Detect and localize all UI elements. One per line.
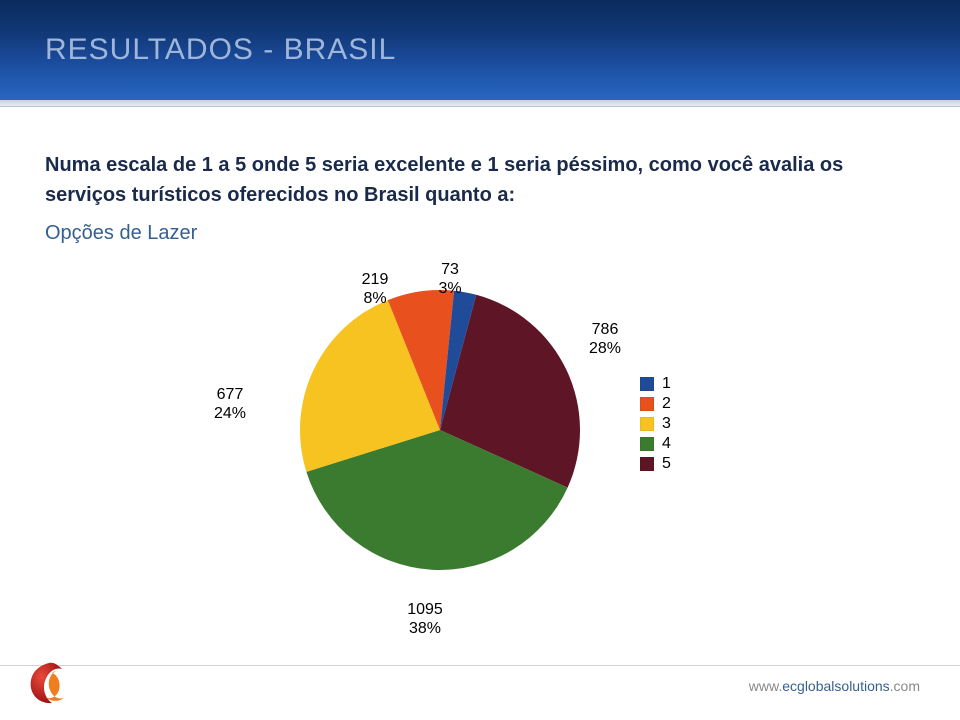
legend-label: 4 xyxy=(662,435,671,453)
legend-label: 5 xyxy=(662,455,671,473)
pie-label-5: 733% xyxy=(420,260,480,298)
legend-item-4: 4 xyxy=(640,435,671,453)
footer-prefix: www. xyxy=(749,678,782,694)
legend-label: 2 xyxy=(662,395,671,413)
pie-chart xyxy=(290,280,590,580)
legend-item-1: 1 xyxy=(640,375,671,393)
legend-item-5: 5 xyxy=(640,455,671,473)
footer-divider xyxy=(0,665,960,666)
legend-swatch xyxy=(640,437,654,451)
footer-domain: ecglobalsolutions xyxy=(782,678,889,694)
legend-label: 3 xyxy=(662,415,671,433)
pie-label-2: 109538% xyxy=(395,600,455,638)
pie-label-4: 2198% xyxy=(345,270,405,308)
legend-swatch xyxy=(640,457,654,471)
legend-label: 1 xyxy=(662,375,671,393)
pie-label-3: 67724% xyxy=(200,385,260,423)
legend-item-3: 3 xyxy=(640,415,671,433)
header-underline xyxy=(0,100,960,107)
footer-url: www.ecglobalsolutions.com xyxy=(749,678,920,694)
legend: 1 2 3 4 5 xyxy=(640,375,671,475)
legend-swatch xyxy=(640,397,654,411)
question-text: Numa escala de 1 a 5 onde 5 seria excele… xyxy=(45,150,875,210)
footer-suffix: .com xyxy=(890,678,920,694)
legend-item-2: 2 xyxy=(640,395,671,413)
header-band: RESULTADOS - BRASIL xyxy=(0,0,960,100)
legend-swatch xyxy=(640,417,654,431)
brand-logo-icon xyxy=(26,660,72,706)
pie-label-1: 78628% xyxy=(575,320,635,358)
page-title: RESULTADOS - BRASIL xyxy=(45,33,396,67)
legend-swatch xyxy=(640,377,654,391)
chart-subtitle: Opções de Lazer xyxy=(45,222,197,245)
